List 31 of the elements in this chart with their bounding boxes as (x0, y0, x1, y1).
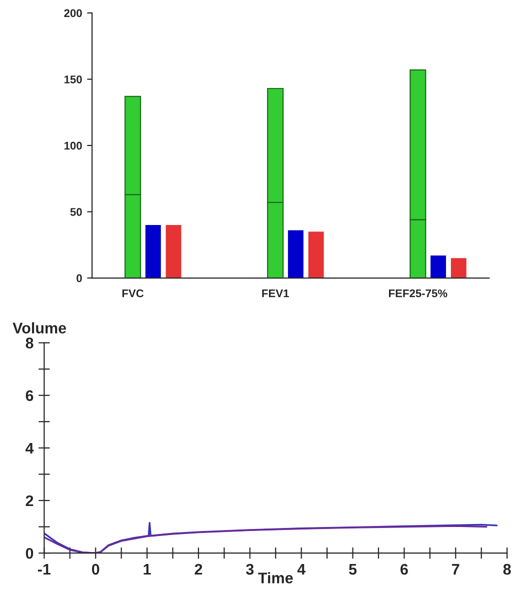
bar (166, 225, 182, 278)
x-tick-label: 5 (348, 564, 357, 575)
y-tick-label: 2 (26, 495, 34, 506)
bar (288, 230, 304, 278)
x-tick-label: FEF25-75% (389, 289, 448, 298)
y-tick-label: 50 (70, 208, 82, 216)
bar (430, 255, 446, 278)
y-tick-label: 200 (64, 9, 82, 18)
y-tick-label: 6 (26, 390, 34, 402)
x-tick-label: 3 (246, 564, 254, 575)
x-tick-label: 4 (297, 564, 306, 575)
x-tick-label: 1 (144, 564, 151, 575)
y-tick-label: 150 (64, 75, 82, 84)
x-tick-label: 2 (194, 564, 202, 575)
bar (308, 232, 324, 278)
x-tick-label: 8 (503, 564, 511, 575)
x-axis-title: Time (258, 572, 293, 584)
y-tick-label: 8 (26, 338, 34, 348)
x-tick-label: 0 (92, 564, 100, 575)
y-tick-label: 100 (64, 142, 82, 150)
x-tick-label: FEV1 (262, 290, 289, 298)
y-tick-label: 4 (26, 442, 34, 454)
x-tick-label: 6 (400, 564, 408, 575)
y-tick-label: 0 (26, 548, 34, 559)
bar (145, 225, 161, 278)
x-tick-label: FVC (122, 289, 144, 298)
bar (450, 258, 466, 278)
x-tick-label: 7 (452, 564, 460, 575)
x-tick-label: -1 (38, 564, 51, 575)
y-tick-label: 0 (76, 274, 82, 282)
y-axis-title: Volume (12, 322, 66, 334)
